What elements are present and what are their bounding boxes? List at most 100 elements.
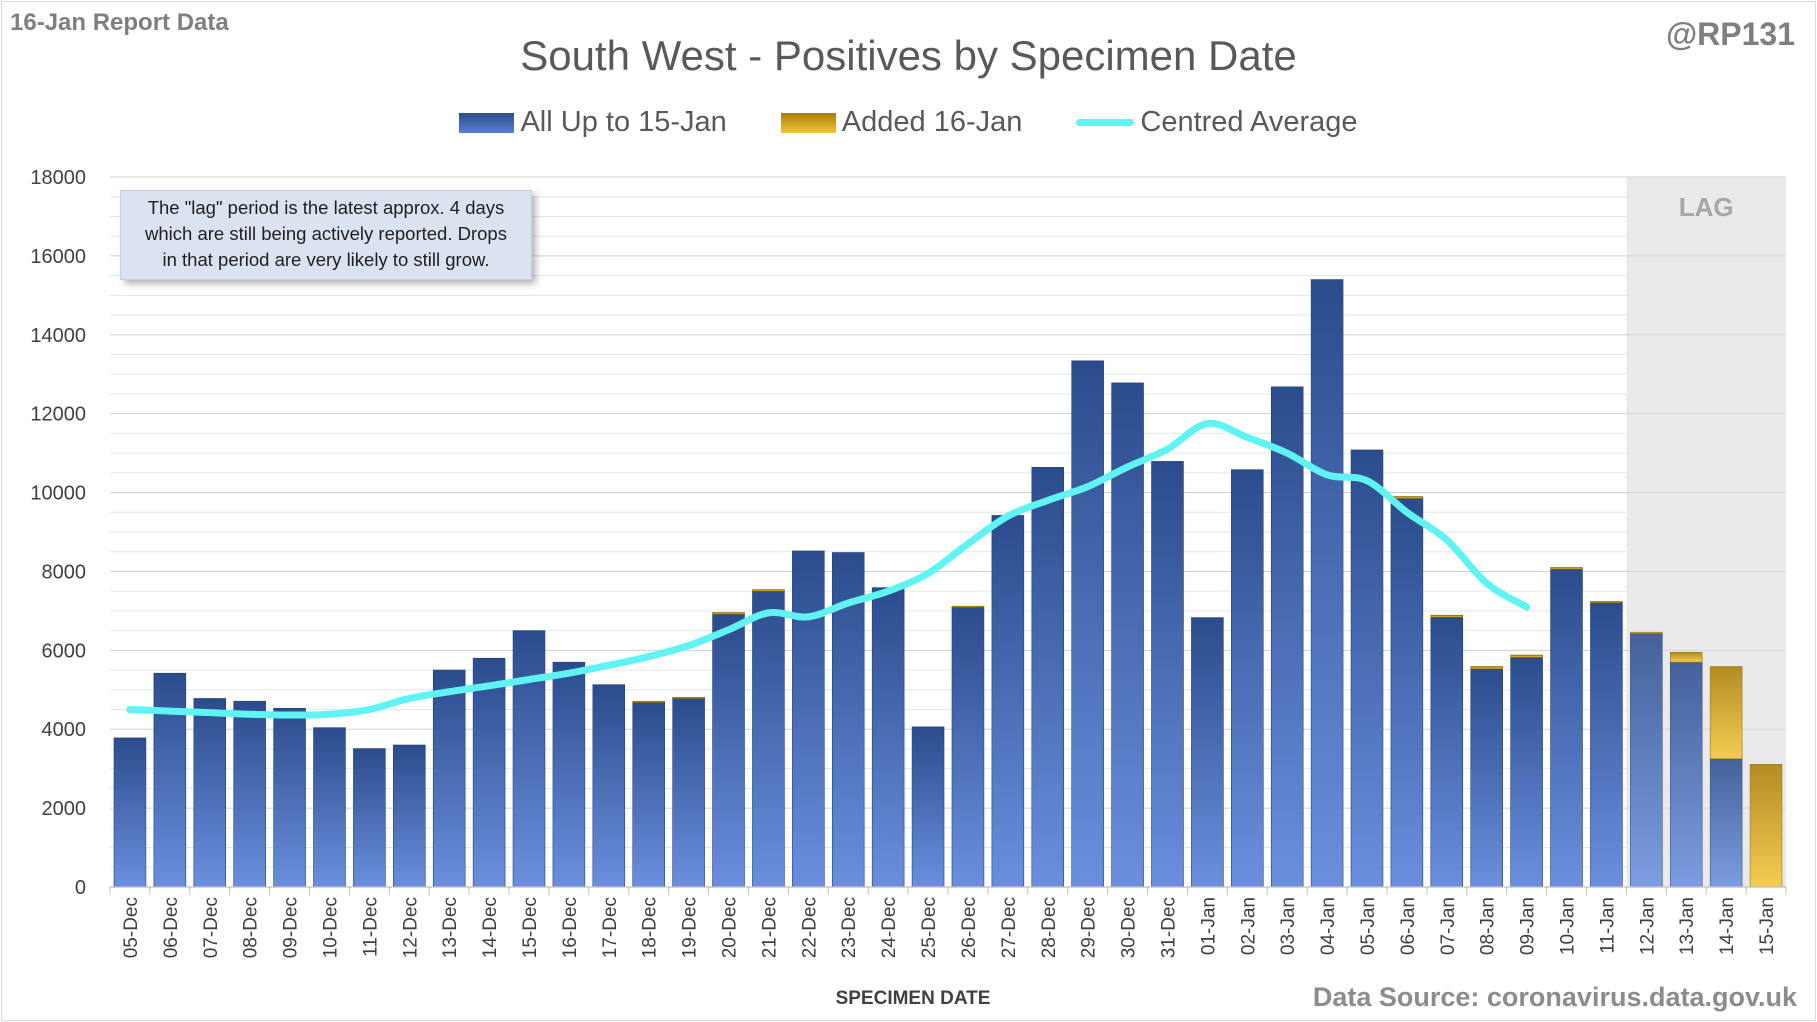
x-tick-label: 14-Dec [480,897,501,958]
x-tick-label: 04-Jan [1318,897,1339,955]
x-tick-label: 23-Dec [839,897,860,958]
bar-added [1709,666,1743,760]
bar-all [1191,617,1224,888]
bar-all [1550,568,1583,888]
x-tick-label: 31-Dec [1158,897,1179,958]
legend-swatch-added [780,112,836,133]
bar-all [991,515,1025,888]
legend-item-all: All Up to 15-Jan [459,106,727,139]
data-source: Data Source: coronavirus.data.gov.uk [1312,982,1797,1012]
x-tick-label: 02-Jan [1238,897,1259,955]
y-tick-label: 12000 [30,404,86,426]
bar-all [871,587,905,888]
lag-label: LAG [1679,192,1734,222]
x-tick-label: 12-Jan [1637,897,1658,955]
lag-tint [1626,177,1786,887]
bar-added [1749,764,1783,888]
bar-all [113,737,147,888]
bar-all [1151,461,1184,888]
bar-all [1390,498,1424,888]
bar-all [512,630,546,888]
x-tick-label: 17-Dec [600,897,621,958]
average-line [126,419,1531,719]
chart-title: South West - Positives by Specimen Date [520,32,1297,79]
legend: All Up to 15-Jan Added 16-Jan Centred Av… [0,106,1817,139]
annotation-line-3: in that period are very likely to still … [162,249,490,270]
bar-all [153,672,187,888]
annotation-line-2: which are still being actively reported.… [145,223,507,244]
bar-all [1630,633,1663,888]
y-tick-label: 2000 [42,798,87,820]
x-tick-label: 07-Dec [201,897,222,958]
x-tick-label: 07-Jan [1438,897,1459,955]
bar-all [911,726,945,888]
x-tick-label: 21-Dec [759,897,780,958]
x-tick-label: 01-Jan [1198,897,1219,955]
bar-all [1590,602,1623,888]
bar-all [313,727,346,888]
bar-all [1310,279,1344,888]
y-tick-label: 0 [75,877,86,899]
bar-all [1510,657,1543,888]
bar-added [1430,614,1464,618]
bar-added [712,612,745,615]
x-tick-label: 11-Dec [360,897,381,957]
y-tick-label: 16000 [30,246,86,268]
bar-all [1350,449,1384,888]
bar-all [552,661,586,888]
bar-all [592,684,626,888]
legend-label-all: All Up to 15-Jan [520,106,727,138]
x-tick-label: 03-Jan [1278,897,1299,955]
bar-added [1669,652,1703,663]
bar-added [672,696,705,699]
bar-added [1470,666,1503,670]
lag-annotation: The "lag" period is the latest approx. 4… [120,190,532,280]
bar-added [1630,631,1663,634]
legend-swatch-all [459,112,515,133]
bar-added [1590,601,1623,603]
bar-all [472,657,506,888]
author-handle: @RP131 [1665,16,1795,52]
bar-all [1430,616,1464,888]
x-tick-label: 27-Dec [999,897,1020,958]
x-tick-label: 19-Dec [680,897,701,958]
bar-all [432,669,466,888]
x-tick-label: 24-Dec [879,897,900,958]
legend-label-added: Added 16-Jan [841,106,1023,138]
bar-all [1669,661,1703,888]
y-tick-label: 4000 [42,719,87,741]
bar-added [951,605,985,608]
bar-all [1031,467,1065,888]
x-tick-label: 09-Dec [281,897,302,958]
x-tick-label: 08-Jan [1478,897,1499,955]
x-tick-label: 25-Dec [919,897,940,958]
bar-added [752,589,785,592]
bar-all [672,698,705,888]
bar-all [712,613,745,888]
x-tick-label: 06-Jan [1398,897,1419,955]
x-tick-label: 09-Jan [1518,897,1539,955]
annotation-line-1: The "lag" period is the latest approx. 4… [147,197,505,218]
x-tick-label: 22-Dec [799,897,820,958]
legend-label-average: Centred Average [1140,106,1358,138]
y-tick-label: 10000 [30,483,86,505]
x-tick-label: 30-Dec [1119,897,1140,958]
bar-all [1231,469,1264,888]
bar-all [1071,360,1104,888]
x-tick-label: 05-Jan [1358,897,1379,955]
x-tick-label: 20-Dec [720,897,741,958]
bar-all [193,698,227,888]
bar-all [1270,386,1304,888]
legend-swatch-average [1076,119,1135,126]
x-tick-label: 14-Jan [1717,897,1738,955]
x-axis-title: SPECIMEN DATE [836,988,991,1009]
x-tick-label: 28-Dec [1039,897,1060,958]
bar-added [1390,496,1424,499]
legend-item-average: Centred Average [1076,106,1358,139]
report-label: 16-Jan Report Data [10,9,229,36]
bar-all [273,708,306,888]
x-tick-label: 08-Dec [241,897,262,958]
bar-all [792,550,825,888]
bar-added [1510,654,1543,658]
